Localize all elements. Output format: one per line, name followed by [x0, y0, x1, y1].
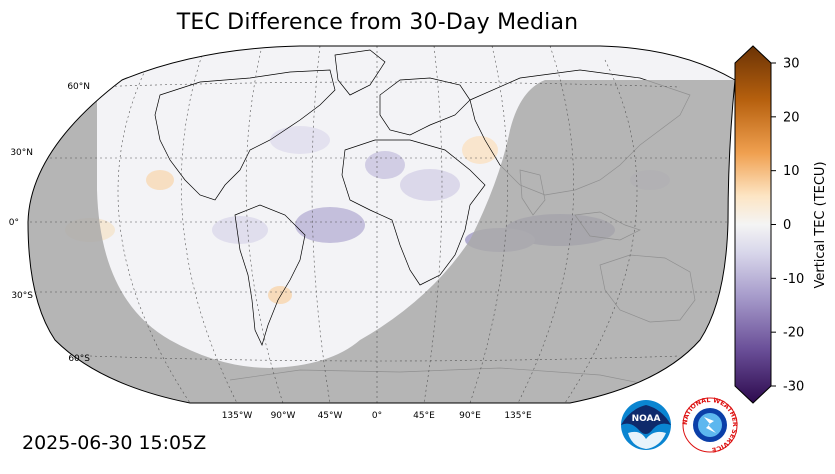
night-shade: [28, 46, 735, 403]
colorbar-tick-label: 0: [783, 218, 791, 233]
colorbar-tick-label: 20: [783, 110, 800, 125]
lon-labels: 135°W 90°W 45°W 0° 45°E 90°E 135°E: [222, 411, 532, 421]
lat-label: 30°S: [11, 291, 33, 301]
globe: [28, 46, 735, 403]
colorbar-tick-label: -20: [783, 326, 804, 341]
lat-label: 30°N: [10, 148, 33, 158]
noaa-logo-text: NOAA: [632, 414, 661, 424]
map-title: TEC Difference from 30-Day Median: [176, 10, 579, 35]
colorbar-label: Vertical TEC (TECU): [813, 161, 828, 288]
lat-labels: 60°N 30°N 0° 30°S 60°S: [9, 82, 91, 364]
lat-label: 60°N: [67, 82, 90, 92]
colorbar-tick-label: 30: [783, 57, 800, 72]
lon-label: 45°E: [413, 411, 435, 421]
lon-label: 135°E: [504, 411, 532, 421]
timestamp: 2025-06-30 15:05Z: [22, 432, 207, 454]
lon-label: 45°W: [318, 411, 343, 421]
colorbar-tick-label: -30: [783, 380, 804, 395]
globe-outline: [27, 45, 736, 404]
lon-label: 135°W: [222, 411, 253, 421]
lon-label: 0°: [372, 411, 382, 421]
colorbar-tick-label: -10: [783, 272, 804, 287]
colorbar-body: [734, 45, 772, 404]
noaa-logo: NOAA: [621, 400, 671, 450]
graticule: [30, 46, 730, 403]
lon-label: 90°E: [459, 411, 481, 421]
nws-logo: NATIONAL WEATHER SERVICE: [682, 397, 738, 453]
colorbar: 30 20 10 0 -10 -20 -30 Vertical TEC (TECU): [734, 45, 828, 404]
lat-label: 60°S: [68, 354, 90, 364]
lon-label: 90°W: [271, 411, 296, 421]
lat-label: 0°: [9, 218, 19, 228]
colorbar-tick-label: 10: [783, 164, 800, 179]
